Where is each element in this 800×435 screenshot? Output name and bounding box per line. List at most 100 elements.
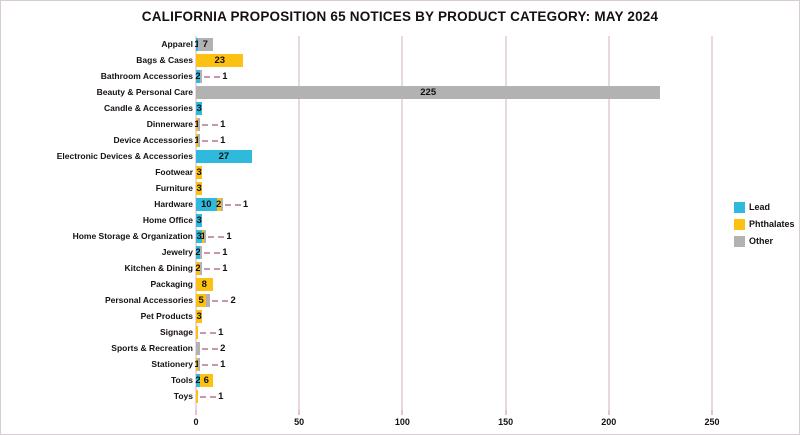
category-label: Sports & Recreation (111, 343, 193, 353)
bar-segment-other (200, 70, 203, 83)
bar-segment-other (196, 342, 201, 355)
bar-value-label: 1 (242, 199, 249, 210)
bar-segment-lead (196, 102, 203, 115)
callout-leader-line (204, 75, 221, 78)
bar-segment-phthalates (196, 278, 213, 291)
category-label: Dinnerware (146, 119, 193, 129)
bar-segment-lead (196, 214, 203, 227)
bar-segment-phthalates (196, 166, 203, 179)
x-axis-tick (195, 410, 197, 415)
category-label: Electronic Devices & Accessories (56, 151, 193, 161)
bar-value-label: 1 (220, 119, 226, 130)
category-label: Toys (173, 391, 193, 401)
x-axis-tick-label: 150 (498, 417, 514, 427)
bar-value-label: 10 (201, 199, 212, 210)
callout-leader-line (202, 347, 219, 350)
bar-segment-lead (196, 246, 201, 259)
bar-value-label: 2 (220, 343, 226, 354)
bar-value-label: 2 (195, 375, 201, 386)
callout-leader-line (224, 203, 241, 206)
bar-segment-phthalates (196, 310, 203, 323)
bar-value-label: 2 (230, 295, 236, 306)
bar-value-label: 1 (194, 119, 200, 130)
bar-segment-other (198, 38, 213, 51)
bar-value-label: 3 (196, 183, 202, 194)
bar-value-label: 1 (194, 135, 200, 146)
legend-item-other: Other (734, 236, 795, 247)
bar-value-label: 7 (202, 39, 208, 50)
category-label: Apparel (161, 39, 193, 49)
callout-leader-line (202, 363, 219, 366)
bar-value-label: 2 (195, 263, 201, 274)
category-label: Stationery (151, 359, 193, 369)
category-label: Hardware (154, 199, 193, 209)
bar-value-label: 3 (196, 231, 202, 242)
bar-value-label: 1 (222, 71, 228, 82)
x-axis-tick-label: 250 (704, 417, 720, 427)
bar-segment-other (200, 246, 203, 259)
callout-leader-line (200, 331, 217, 334)
bar-value-label: 2 (216, 199, 222, 210)
bar-segment-phthalates (216, 198, 221, 211)
bar-segment-phthalates (196, 390, 199, 403)
bar-value-label: 1 (222, 247, 228, 258)
x-axis-tick-label: 50 (294, 417, 305, 427)
gridline (401, 36, 404, 410)
callout-leader-line (204, 251, 221, 254)
bar-segment-other (198, 118, 201, 131)
gridline (504, 36, 507, 410)
category-label: Jewelry (161, 247, 193, 257)
bar-segment-phthalates (196, 134, 199, 147)
bar-value-label: 27 (218, 151, 230, 162)
legend-swatch-lead (734, 202, 745, 213)
bar-segment-other (198, 358, 201, 371)
bar-value-label: 8 (201, 279, 207, 290)
category-label: Home Office (142, 215, 193, 225)
bar-segment-phthalates (196, 182, 203, 195)
callout-leader-line (202, 123, 219, 126)
x-axis-tick (504, 410, 507, 415)
legend-swatch-phthalates (734, 219, 745, 230)
x-axis-tick (711, 410, 713, 415)
bar-segment-lead (196, 230, 203, 243)
x-axis-tick (298, 410, 301, 415)
category-label: Bathroom Accessories (100, 71, 193, 81)
bar-value-label: 2 (195, 71, 201, 82)
category-label: Beauty & Personal Care (96, 87, 193, 97)
bar-segment-other (220, 198, 223, 211)
category-label: Footwear (155, 167, 193, 177)
bar-value-label: 1 (194, 39, 200, 50)
bar-segment-other (196, 86, 661, 99)
bar-segment-lead (196, 38, 199, 51)
x-axis-tick-label: 0 (193, 417, 199, 427)
callout-leader-line (202, 139, 219, 142)
callout-leader-line (204, 267, 221, 270)
bar-segment-lead (196, 198, 217, 211)
category-label: Furniture (155, 183, 193, 193)
x-axis-tick (607, 410, 610, 415)
legend-label: Phthalates (749, 219, 795, 229)
bar-segment-phthalates (202, 230, 205, 243)
bar-value-label: 3 (196, 167, 202, 178)
category-label: Personal Accessories (104, 295, 193, 305)
bar-segment-phthalates (200, 374, 213, 387)
bar-segment-other (204, 230, 207, 243)
legend-label: Other (749, 236, 774, 246)
callout-leader-line (200, 395, 217, 398)
bar-value-label: 1 (194, 359, 200, 370)
category-label: Device Accessories (113, 135, 193, 145)
bar-value-label: 5 (198, 295, 204, 306)
bar-segment-phthalates (196, 294, 207, 307)
legend-item-lead: Lead (734, 202, 795, 213)
category-label: Bags & Cases (136, 55, 193, 65)
bar-value-label: 3 (196, 103, 202, 114)
bar-value-label: 23 (214, 55, 226, 66)
bar-value-label: 1 (200, 231, 206, 242)
x-axis-tick-label: 100 (394, 417, 410, 427)
bar-value-label: 225 (420, 87, 437, 98)
bar-segment-phthalates (196, 358, 199, 371)
gridline (607, 36, 610, 410)
category-label: Tools (170, 375, 193, 385)
bar-value-label: 1 (226, 231, 232, 242)
